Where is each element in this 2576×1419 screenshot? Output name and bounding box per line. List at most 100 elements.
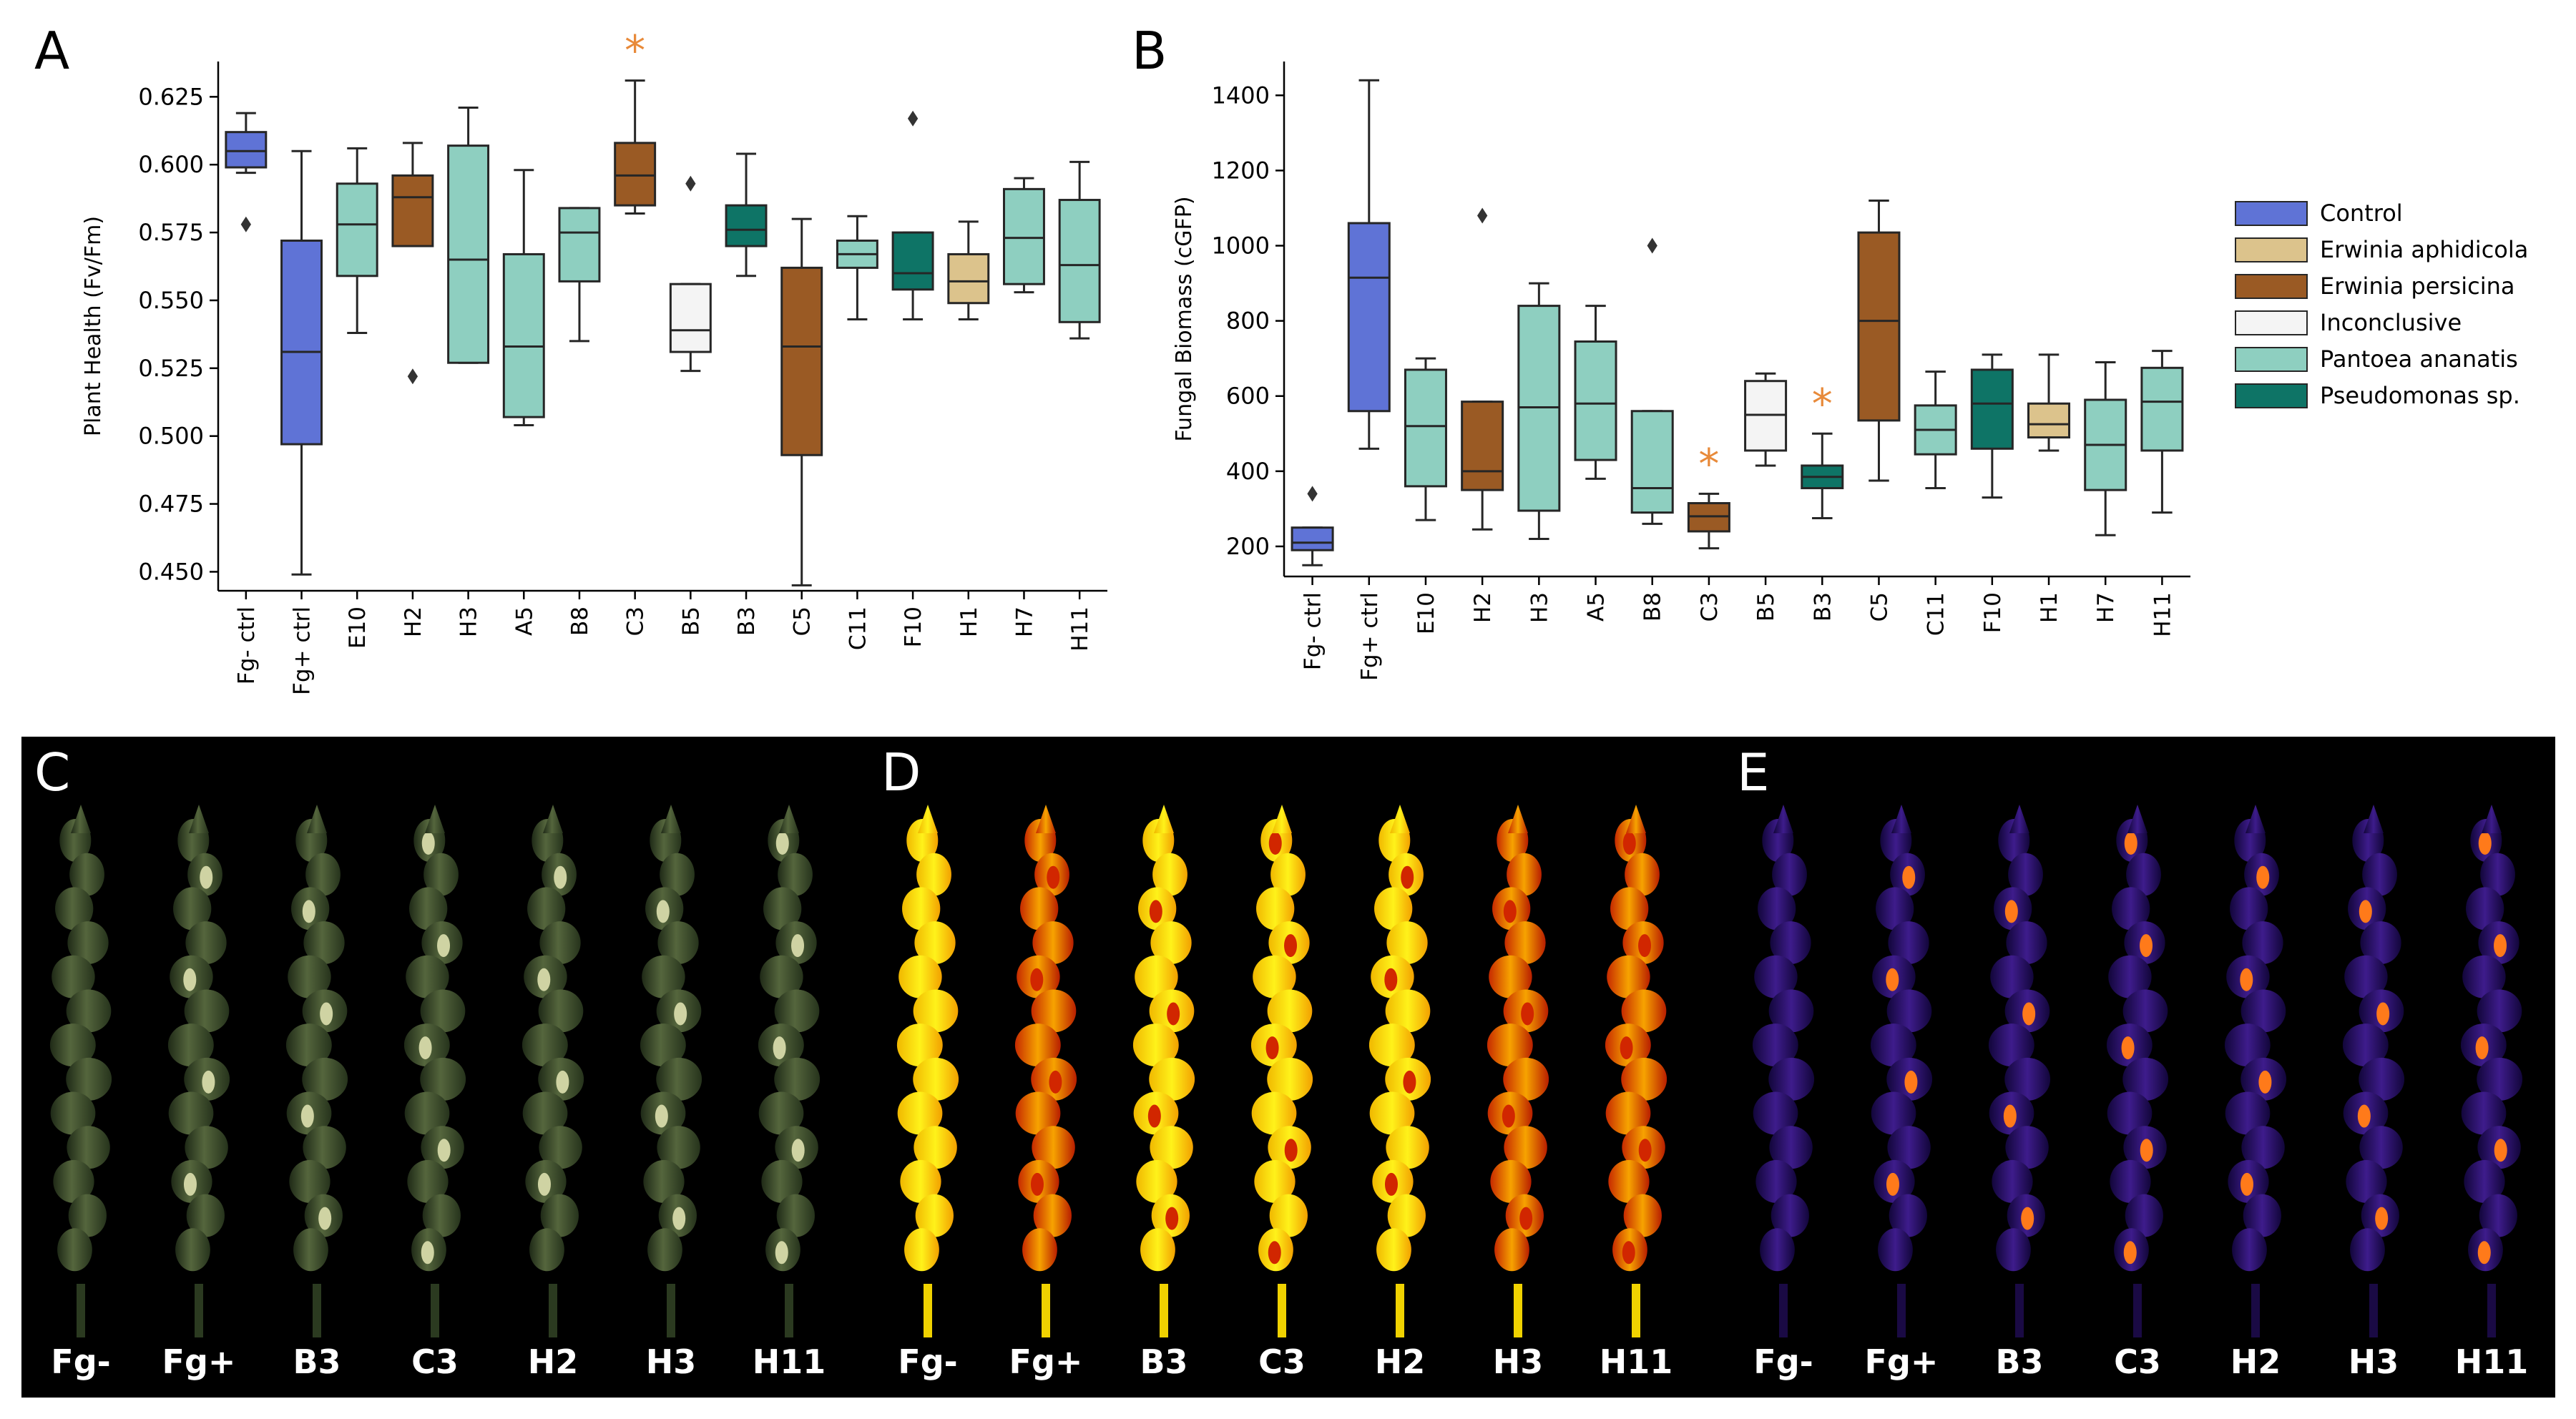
spikelet <box>288 955 331 998</box>
x-tick-label: H3 <box>456 607 482 637</box>
spikelet <box>1489 955 1532 998</box>
infection-spot <box>2140 1139 2153 1162</box>
spikelet <box>760 955 803 998</box>
spike-stem <box>77 1284 85 1337</box>
box-iqr <box>947 252 990 305</box>
spike-stem <box>195 1284 203 1337</box>
spike-tip <box>543 805 563 833</box>
spikelet <box>52 955 95 998</box>
box-iqr <box>891 231 934 291</box>
spikelet <box>289 1159 330 1203</box>
box-f10 <box>1970 353 2014 499</box>
legend-label: Erwinia aphidicola <box>2320 236 2528 263</box>
spikelet <box>1771 1194 1809 1237</box>
spikelet <box>2344 955 2388 998</box>
spikelet <box>1889 1194 1927 1237</box>
spike-stem <box>785 1284 793 1337</box>
infection-spot <box>1502 1104 1515 1128</box>
box-iqr <box>614 142 657 207</box>
infection-spot <box>775 832 789 855</box>
spikelet <box>1504 921 1546 965</box>
box-fg-ctrl <box>1291 486 1334 566</box>
box-iqr <box>280 239 323 446</box>
box-fg-ctrl <box>1347 79 1391 450</box>
spikelet <box>2479 1194 2517 1237</box>
box-iqr <box>669 283 712 353</box>
spikelet <box>303 1126 346 1169</box>
y-axis-label: Fungal Biomass (cGFP) <box>1172 196 1197 441</box>
infection-spot <box>2021 1207 2034 1230</box>
infection-spot <box>1886 1172 1899 1196</box>
infection-spot <box>2121 1036 2135 1060</box>
spike-stem <box>1632 1284 1640 1337</box>
box-c5 <box>780 217 823 586</box>
spikelet <box>420 1057 466 1101</box>
spikelet <box>1768 989 1814 1033</box>
outlier-point <box>907 110 919 127</box>
box-iqr <box>2027 402 2071 439</box>
box-b5 <box>669 175 712 373</box>
wheat-spike-c-h11: H11 <box>753 805 826 1381</box>
spikelet <box>1760 1228 1795 1272</box>
infection-spot <box>791 934 805 958</box>
wheat-spike-d-h11: H11 <box>1600 805 1673 1381</box>
spikelet <box>521 1023 568 1067</box>
spike-label: H3 <box>2349 1342 2399 1381</box>
outlier-point <box>240 216 251 232</box>
infection-spot <box>655 1104 668 1128</box>
y-tick-label: 0.500 <box>138 423 204 450</box>
x-tick-label: C11 <box>1924 592 1949 636</box>
box-a5 <box>1574 305 1617 480</box>
infection-spot <box>302 900 315 923</box>
spikelet <box>761 1159 803 1203</box>
spike-label: B3 <box>293 1342 341 1381</box>
spikelet <box>407 1159 449 1203</box>
legend-label: Pseudomonas sp. <box>2320 382 2520 409</box>
box-iqr <box>725 204 768 247</box>
y-tick-label: 1000 <box>1212 232 1270 260</box>
spike-stem <box>2133 1284 2142 1337</box>
spikelet <box>305 853 341 896</box>
spikelet <box>2243 1194 2281 1237</box>
y-tick-label: 200 <box>1226 533 1270 560</box>
infection-spot <box>437 1139 451 1162</box>
infection-spot <box>1622 832 1636 855</box>
box-h7 <box>1003 177 1045 294</box>
spikelet <box>1752 1023 1798 1067</box>
infection-spot <box>1284 934 1298 958</box>
spikelet <box>1992 1159 2033 1203</box>
spikelet <box>900 1159 941 1203</box>
box-iqr <box>1003 187 1045 285</box>
infection-spot <box>1268 1241 1281 1265</box>
spikelet <box>1758 887 1796 931</box>
spikelet <box>168 1091 214 1135</box>
box-h7 <box>2084 360 2127 536</box>
infection-spot <box>2357 1104 2371 1128</box>
infection-spot <box>2477 1241 2491 1265</box>
spikelet <box>1270 853 1306 896</box>
infection-spot <box>775 1241 788 1265</box>
x-tick-label: H1 <box>956 607 982 637</box>
chart-fungal-biomass: 200 400 600 800 1000 1200 1400 Fungal Biomass (… <box>1172 62 2190 681</box>
spike-tip <box>1773 805 1793 833</box>
spikelet <box>1132 1023 1179 1067</box>
spikelet <box>2230 887 2268 931</box>
spike-label: C3 <box>2114 1342 2161 1381</box>
infection-spot <box>1638 934 1652 958</box>
spikelet <box>1608 1159 1650 1203</box>
spikelet <box>643 1159 685 1203</box>
significance-marker: * <box>1698 439 1719 488</box>
box-b5 <box>1744 372 1788 467</box>
x-tick-label: E10 <box>1414 592 1439 634</box>
spikelet <box>902 887 941 931</box>
wheat-spike-c-fg: Fg- <box>49 805 112 1381</box>
spikelet <box>2122 1057 2169 1101</box>
spikelet <box>67 1126 110 1169</box>
spike-label: H3 <box>646 1342 697 1381</box>
box-h11 <box>2140 350 2184 514</box>
infection-spot <box>1167 1002 1180 1026</box>
wheat-spike-e-h3: H3 <box>2342 805 2405 1381</box>
spikelet <box>2360 921 2401 965</box>
legend-swatch <box>2235 347 2308 372</box>
infection-spot <box>674 1002 687 1026</box>
